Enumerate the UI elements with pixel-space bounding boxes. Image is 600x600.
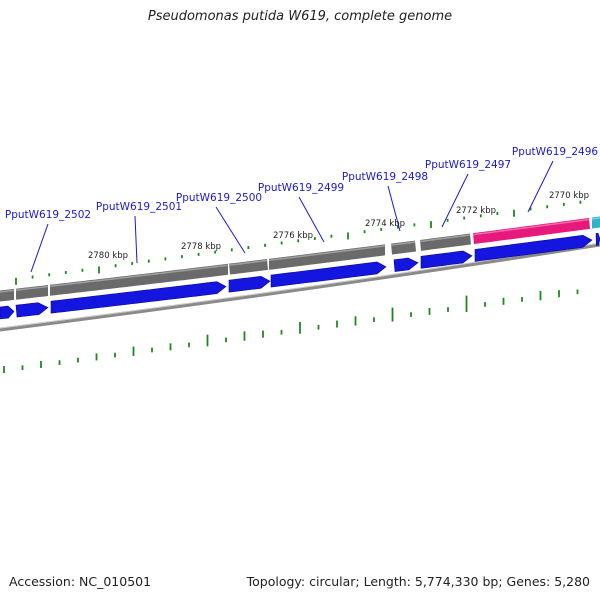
gene-leader-line: [30, 223, 49, 273]
gene-leader-line: [134, 215, 138, 264]
gene-leader-line: [215, 206, 246, 254]
genome-backbone: [0, 243, 600, 332]
gene-band: [391, 240, 416, 255]
tick-label: 2774 kbp: [365, 219, 405, 229]
cds-arrow: [50, 281, 227, 314]
gene-band: [592, 216, 600, 229]
tick-label: 2778 kbp: [181, 242, 221, 252]
gene-label: PputW619_2498: [342, 171, 428, 183]
page-title: Pseudomonas putida W619, complete genome: [147, 9, 453, 24]
cds-arrow: [595, 232, 600, 246]
cds-arrow: [270, 261, 387, 288]
gene-band: [229, 259, 268, 275]
genome-summary-text: Topology: circular; Length: 5,774,330 bp…: [246, 574, 590, 589]
cds-arrow: [228, 275, 271, 293]
gene-band: [0, 288, 14, 302]
gene-leader-line: [441, 173, 469, 228]
cds-arrow: [420, 250, 473, 269]
gene-label: PputW619_2502: [5, 209, 91, 221]
accession-text: Accession: NC_010501: [9, 574, 152, 589]
gene-label: PputW619_2500: [176, 192, 262, 204]
cds-arrow: [393, 257, 419, 272]
gene-leader-line: [298, 196, 325, 243]
cds-arrow: [15, 302, 49, 318]
tick-label: 2780 kbp: [88, 251, 128, 261]
gene-leader-line: [527, 160, 554, 213]
tick-label: 2770 kbp: [549, 191, 589, 201]
cds-arrow: [474, 234, 593, 262]
gene-leader-line: [387, 185, 401, 232]
gene-label: PputW619_2496: [512, 146, 598, 158]
gene-label: PputW619_2501: [96, 201, 182, 213]
tick-label: 2772 kbp: [456, 206, 496, 216]
tick-label: 2776 kbp: [273, 231, 313, 241]
gene-band: [420, 233, 471, 251]
gene-band: [269, 244, 385, 270]
gene-band: [50, 263, 228, 296]
gene-band: [473, 217, 590, 245]
gene-label: PputW619_2497: [425, 159, 511, 171]
gene-label: PputW619_2499: [258, 182, 344, 194]
cds-arrow: [0, 305, 15, 320]
gene-band: [16, 285, 48, 300]
